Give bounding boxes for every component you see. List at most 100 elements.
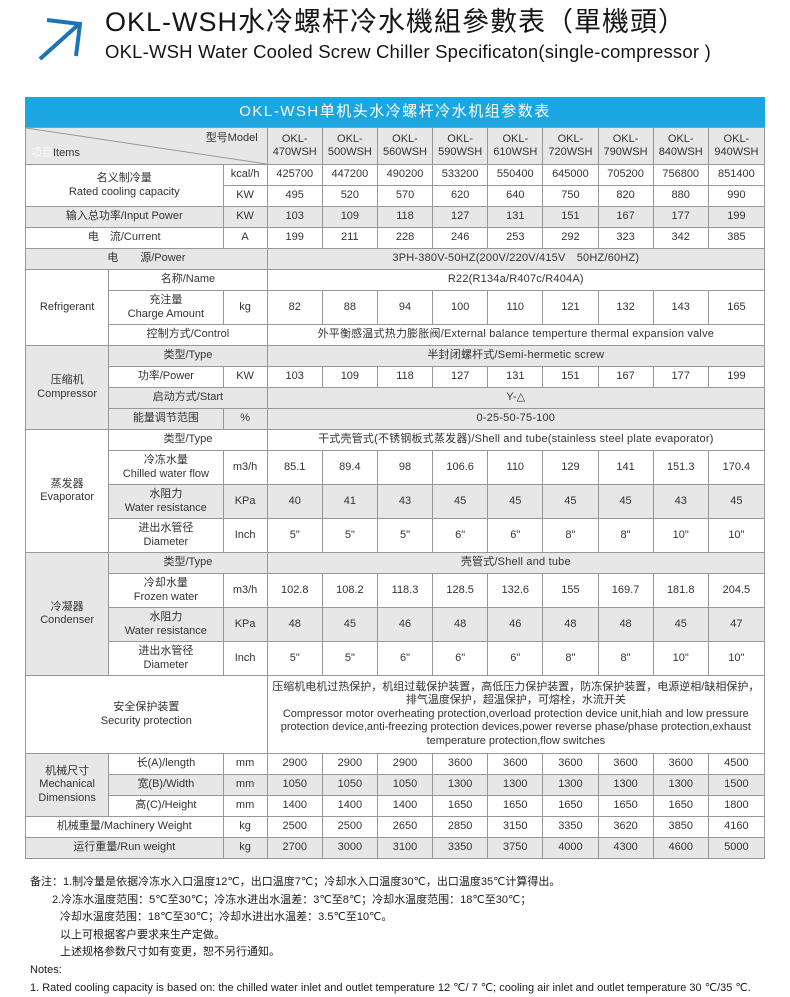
note-line: 备注：1.制冷量是依据冷冻水入口温度12℃，出口温度7℃；冷却水入口温度30℃，… xyxy=(30,876,561,888)
value-cell: 4600 xyxy=(652,837,709,859)
unit-cell: m3/h xyxy=(222,573,268,608)
value-cell: 1650 xyxy=(597,795,654,817)
span-value-cell: 0-25-50-75-100 xyxy=(266,408,766,430)
unit-cell: m3/h xyxy=(222,450,268,485)
value-cell: 1400 xyxy=(376,795,434,817)
row-label: 电 流/Current xyxy=(25,227,224,249)
value-cell: 6" xyxy=(376,641,434,676)
value-cell: 750 xyxy=(542,185,599,207)
row-label: 冷冻水量 Chilled water flow xyxy=(108,450,224,485)
value-cell: 1300 xyxy=(432,774,489,796)
row-label: 启动方式/Start xyxy=(108,387,268,409)
model-header-cell: OKL- 610WSH xyxy=(487,127,544,165)
value-cell: 6" xyxy=(432,518,489,553)
value-cell: 204.5 xyxy=(707,573,766,608)
model-header-cell: OKL- 590WSH xyxy=(432,127,489,165)
row-label: 进出水管径 Diameter xyxy=(108,518,224,553)
row-rated-cooling-kcal: 名义制冷量 Rated cooling capacity kcal/h 425700 4… xyxy=(25,164,766,207)
value-cell: 47 xyxy=(707,607,766,642)
value-cell: 880 xyxy=(652,185,709,207)
value-cell: 1300 xyxy=(652,774,709,796)
row-input-power: 输入总功率/Input Power KW 103 109 118 127 131 151 167… xyxy=(25,206,766,228)
value-cell: 177 xyxy=(652,206,709,228)
unit-cell: Inch xyxy=(222,518,268,553)
note-line: 以上可根据客户要求来生产定做。 xyxy=(60,928,225,941)
table-banner-title: OKL-WSH单机头水冷螺杆冷水机组参数表 xyxy=(25,97,765,127)
value-cell: 3600 xyxy=(432,753,489,775)
page-title-en: OKL-WSH Water Cooled Screw Chiller Speci… xyxy=(105,41,711,63)
value-cell: 533200 xyxy=(432,164,489,186)
span-value-cell: 干式壳管式(不锈钢板式蒸发器)/Shell and tube(stainless… xyxy=(266,429,766,451)
group-refrigerant: Refrigerant xyxy=(24,269,110,346)
page-header: OKL-WSH水冷螺杆冷水機組參數表（單機頭） OKL-WSH Water Co… xyxy=(0,0,790,67)
unit-cell: KPa xyxy=(222,484,268,519)
value-cell: 10" xyxy=(652,518,709,553)
value-cell: 1300 xyxy=(542,774,599,796)
model-header-cell: OKL- 500WSH xyxy=(321,127,378,165)
span-value-cell: 壳管式/Shell and tube xyxy=(266,552,766,574)
value-cell: 165 xyxy=(707,290,766,325)
row-power-supply: 电 源/Power 3PH-380V-50HZ(200V/220V/415V 50… xyxy=(25,248,766,270)
value-cell: 211 xyxy=(321,227,378,249)
value-cell: 490200 xyxy=(376,164,434,186)
value-cell: 4300 xyxy=(597,837,654,859)
model-header-cell: OKL- 470WSH xyxy=(266,127,323,165)
row-label: 水阻力 Water resistance xyxy=(108,484,224,519)
value-cell: 103 xyxy=(266,206,323,228)
corner-items-label: 项目Items xyxy=(31,146,80,159)
value-cell: 45 xyxy=(542,484,599,519)
value-cell: 3750 xyxy=(487,837,544,859)
value-cell: 167 xyxy=(597,206,654,228)
value-cell: 6" xyxy=(432,641,489,676)
row-label: 安全保护装置 Security protection xyxy=(25,675,268,754)
unit-cell: kcal/h xyxy=(222,164,268,186)
value-cell: 2500 xyxy=(321,816,378,838)
value-cell: 82 xyxy=(266,290,323,325)
value-cell: 45 xyxy=(652,607,709,642)
value-cell: 118.3 xyxy=(376,573,434,608)
row-label: 进出水管径 Diameter xyxy=(108,641,224,676)
row-chilled-flow: 冷冻水量 Chilled water flow m3/h 85.1 89.4 98 106.… xyxy=(26,450,766,485)
value-cell: 3350 xyxy=(542,816,599,838)
row-label: 运行重量/Run weight xyxy=(25,837,224,859)
group-condenser: 冷凝器 Condenser xyxy=(24,552,110,676)
value-cell: 550400 xyxy=(487,164,544,186)
value-cell: 102.8 xyxy=(266,573,323,608)
value-cell: 1300 xyxy=(487,774,544,796)
value-cell: 5" xyxy=(321,641,378,676)
value-cell: 8" xyxy=(597,641,654,676)
row-label: 充注量 Charge Amount xyxy=(108,290,224,325)
span-value-cell: 3PH-380V-50HZ(200V/220V/415V 50HZ/60HZ) xyxy=(266,248,766,270)
value-cell: 228 xyxy=(376,227,434,249)
value-cell: 129 xyxy=(542,450,599,485)
value-cell: 118 xyxy=(376,206,434,228)
row-label: 高(C)/Height xyxy=(108,795,224,817)
span-value-cell: 外平衡感温式热力膨胀阀/External balance temperture … xyxy=(266,324,766,346)
value-cell: 121 xyxy=(542,290,599,325)
row-comp-power: 功率/Power KW 103 109 118 127 131 151 167 177 199 xyxy=(26,366,766,388)
value-cell: 2500 xyxy=(266,816,323,838)
value-cell: 705200 xyxy=(597,164,654,186)
row-label: 冷却水量 Frozen water xyxy=(108,573,224,608)
row-frozen-water: 冷却水量 Frozen water m3/h 102.8 108.2 118.3 128.5… xyxy=(26,573,766,608)
row-label: 长(A)/length xyxy=(108,753,224,775)
note-line: 冷却水温度范围：18℃至30℃；冷却水进出水温差：3.5℃至10℃。 xyxy=(60,911,393,924)
corner-cell: 型号Model 项目Items xyxy=(25,127,268,165)
value-cell: 94 xyxy=(376,290,434,325)
row-label: 机械重量/Machinery Weight xyxy=(25,816,224,838)
value-cell: 10" xyxy=(707,518,766,553)
value-cell: 45 xyxy=(487,484,544,519)
row-comp-type: 压缩机 Compressor 类型/Type 半封闭螺杆式/Semi-hermetic… xyxy=(24,345,766,430)
value-cell: 1050 xyxy=(266,774,323,796)
model-header-cell: OKL- 940WSH xyxy=(707,127,766,165)
value-cell: 45 xyxy=(321,607,378,642)
value-cell: 128.5 xyxy=(432,573,489,608)
value-cell: 1650 xyxy=(432,795,489,817)
value-cell: 3000 xyxy=(321,837,378,859)
value-cell: 1400 xyxy=(266,795,323,817)
value-cell: 2700 xyxy=(266,837,323,859)
value-cell: 990 xyxy=(707,185,766,207)
span-value-cell: Y-△ xyxy=(266,387,766,409)
value-cell: 640 xyxy=(487,185,544,207)
span-value-cell: 半封闭螺杆式/Semi-hermetic screw xyxy=(266,345,766,367)
